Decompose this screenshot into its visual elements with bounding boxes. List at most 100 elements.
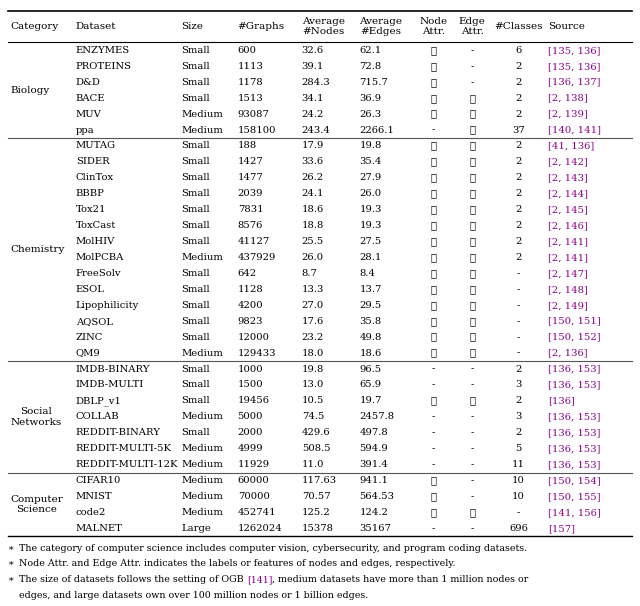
Text: 1500: 1500 xyxy=(237,381,263,390)
Text: ✓: ✓ xyxy=(431,78,436,87)
Text: AQSOL: AQSOL xyxy=(76,317,113,326)
Text: 2: 2 xyxy=(515,253,522,262)
Text: [150, 152]: [150, 152] xyxy=(548,333,601,342)
Text: -: - xyxy=(432,444,435,453)
Text: 19.3: 19.3 xyxy=(360,205,382,214)
Text: ✓: ✓ xyxy=(469,141,475,150)
Text: ✓: ✓ xyxy=(469,110,475,119)
Text: ✓: ✓ xyxy=(431,221,436,230)
Text: #Graphs: #Graphs xyxy=(237,22,285,31)
Text: 27.0: 27.0 xyxy=(301,301,324,310)
Text: ppa: ppa xyxy=(76,125,95,135)
Text: -: - xyxy=(432,412,435,421)
Text: 19.8: 19.8 xyxy=(360,141,382,150)
Text: PROTEINS: PROTEINS xyxy=(76,62,132,71)
Text: [2, 138]: [2, 138] xyxy=(548,94,588,102)
Text: 1128: 1128 xyxy=(237,285,264,294)
Text: ✓: ✓ xyxy=(469,237,475,246)
Text: 35.4: 35.4 xyxy=(360,158,382,167)
Text: 129433: 129433 xyxy=(237,348,276,358)
Text: ✓: ✓ xyxy=(431,62,436,71)
Text: 1477: 1477 xyxy=(237,173,264,182)
Text: [136, 153]: [136, 153] xyxy=(548,381,601,390)
Text: 564.53: 564.53 xyxy=(360,492,394,501)
Text: Medium: Medium xyxy=(182,125,223,135)
Text: Dataset: Dataset xyxy=(76,22,116,31)
Text: ✓: ✓ xyxy=(469,253,475,262)
Text: ✓: ✓ xyxy=(469,317,475,326)
Text: ✓: ✓ xyxy=(469,348,475,358)
Text: Small: Small xyxy=(182,381,211,390)
Text: 28.1: 28.1 xyxy=(360,253,382,262)
Text: [141]: [141] xyxy=(247,575,273,584)
Text: ✓: ✓ xyxy=(469,189,475,198)
Text: -: - xyxy=(517,301,520,310)
Text: 11.0: 11.0 xyxy=(301,460,324,469)
Text: [150, 154]: [150, 154] xyxy=(548,476,601,485)
Text: Size: Size xyxy=(182,22,204,31)
Text: MolHIV: MolHIV xyxy=(76,237,115,246)
Text: 2: 2 xyxy=(515,94,522,102)
Text: 2266.1: 2266.1 xyxy=(360,125,394,135)
Text: ✓: ✓ xyxy=(469,301,475,310)
Text: ClinTox: ClinTox xyxy=(76,173,114,182)
Text: [157]: [157] xyxy=(548,524,575,533)
Text: 3: 3 xyxy=(515,381,522,390)
Text: edges, and large datasets own over 100 million nodes or 1 billion edges.: edges, and large datasets own over 100 m… xyxy=(19,591,369,600)
Text: ✓: ✓ xyxy=(431,173,436,182)
Text: Medium: Medium xyxy=(182,253,223,262)
Text: ✓: ✓ xyxy=(431,476,436,485)
Text: 29.5: 29.5 xyxy=(360,301,381,310)
Text: 8576: 8576 xyxy=(237,221,263,230)
Text: ✓: ✓ xyxy=(431,46,436,55)
Text: [136, 153]: [136, 153] xyxy=(548,365,601,373)
Text: Medium: Medium xyxy=(182,476,223,485)
Text: 34.1: 34.1 xyxy=(301,94,324,102)
Text: ✓: ✓ xyxy=(469,269,475,278)
Text: 117.63: 117.63 xyxy=(301,476,337,485)
Text: ESOL: ESOL xyxy=(76,285,105,294)
Text: [2, 149]: [2, 149] xyxy=(548,301,588,310)
Text: 2: 2 xyxy=(515,205,522,214)
Text: 23.2: 23.2 xyxy=(301,333,324,342)
Text: ✓: ✓ xyxy=(431,253,436,262)
Text: -: - xyxy=(432,524,435,533)
Text: 429.6: 429.6 xyxy=(301,428,330,438)
Text: 5000: 5000 xyxy=(237,412,263,421)
Text: Small: Small xyxy=(182,396,211,405)
Text: [140, 141]: [140, 141] xyxy=(548,125,602,135)
Text: 70000: 70000 xyxy=(237,492,269,501)
Text: 2000: 2000 xyxy=(237,428,263,438)
Text: -: - xyxy=(470,460,474,469)
Text: ✓: ✓ xyxy=(469,94,475,102)
Text: 4200: 4200 xyxy=(237,301,263,310)
Text: [2, 146]: [2, 146] xyxy=(548,221,588,230)
Text: 26.3: 26.3 xyxy=(360,110,381,119)
Text: Medium: Medium xyxy=(182,110,223,119)
Text: 715.7: 715.7 xyxy=(360,78,388,87)
Text: ✓: ✓ xyxy=(431,141,436,150)
Text: Medium: Medium xyxy=(182,492,223,501)
Text: ✓: ✓ xyxy=(431,189,436,198)
Text: ✓: ✓ xyxy=(469,158,475,167)
Text: ∗: ∗ xyxy=(8,575,14,584)
Text: Small: Small xyxy=(182,205,211,214)
Text: MolPCBA: MolPCBA xyxy=(76,253,124,262)
Text: -: - xyxy=(470,78,474,87)
Text: COLLAB: COLLAB xyxy=(76,412,120,421)
Text: 93087: 93087 xyxy=(237,110,269,119)
Text: Medium: Medium xyxy=(182,460,223,469)
Text: BBBP: BBBP xyxy=(76,189,105,198)
Text: 35.8: 35.8 xyxy=(360,317,381,326)
Text: CIFAR10: CIFAR10 xyxy=(76,476,122,485)
Text: ✓: ✓ xyxy=(469,508,475,517)
Text: 12000: 12000 xyxy=(237,333,269,342)
Text: [136, 153]: [136, 153] xyxy=(548,412,601,421)
Text: Large: Large xyxy=(182,524,211,533)
Text: [41, 136]: [41, 136] xyxy=(548,141,595,150)
Text: 19.7: 19.7 xyxy=(360,396,382,405)
Text: 17.9: 17.9 xyxy=(301,141,324,150)
Text: [2, 142]: [2, 142] xyxy=(548,158,588,167)
Text: 26.2: 26.2 xyxy=(301,173,324,182)
Text: [135, 136]: [135, 136] xyxy=(548,46,601,55)
